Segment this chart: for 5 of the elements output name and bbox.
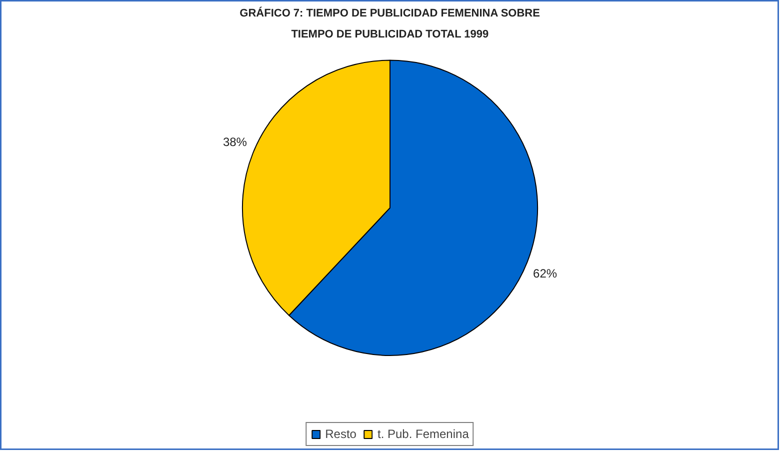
legend-label: t. Pub. Femenina: [377, 427, 469, 441]
data-label: 62%: [533, 266, 558, 281]
chart-title: GRÁFICO 7: TIEMPO DE PUBLICIDAD FEMENINA SOBRE TIEMPO DE PUBLICIDAD TOTAL 1999: [240, 6, 540, 40]
legend-label: Resto: [325, 427, 356, 441]
data-label: 38%: [222, 134, 248, 149]
